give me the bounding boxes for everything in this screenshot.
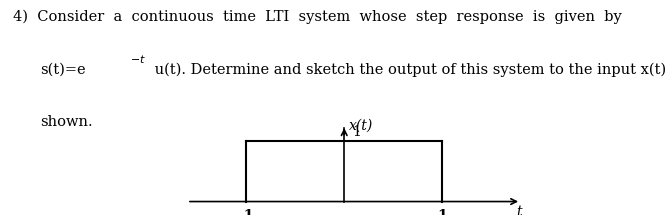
Text: 1: 1 xyxy=(352,125,361,139)
Text: t: t xyxy=(516,205,522,215)
Text: -1: -1 xyxy=(238,209,254,215)
Text: 1: 1 xyxy=(438,209,448,215)
Text: s(t)=e: s(t)=e xyxy=(40,62,86,76)
Text: 4)  Consider  a  continuous  time  LTI  system  whose  step  response  is  given: 4) Consider a continuous time LTI system… xyxy=(13,10,622,24)
Text: u(t). Determine and sketch the output of this system to the input x(t): u(t). Determine and sketch the output of… xyxy=(150,62,667,77)
Text: shown.: shown. xyxy=(40,115,93,129)
Text: x(t): x(t) xyxy=(349,119,373,133)
Text: $-t$: $-t$ xyxy=(130,53,146,65)
